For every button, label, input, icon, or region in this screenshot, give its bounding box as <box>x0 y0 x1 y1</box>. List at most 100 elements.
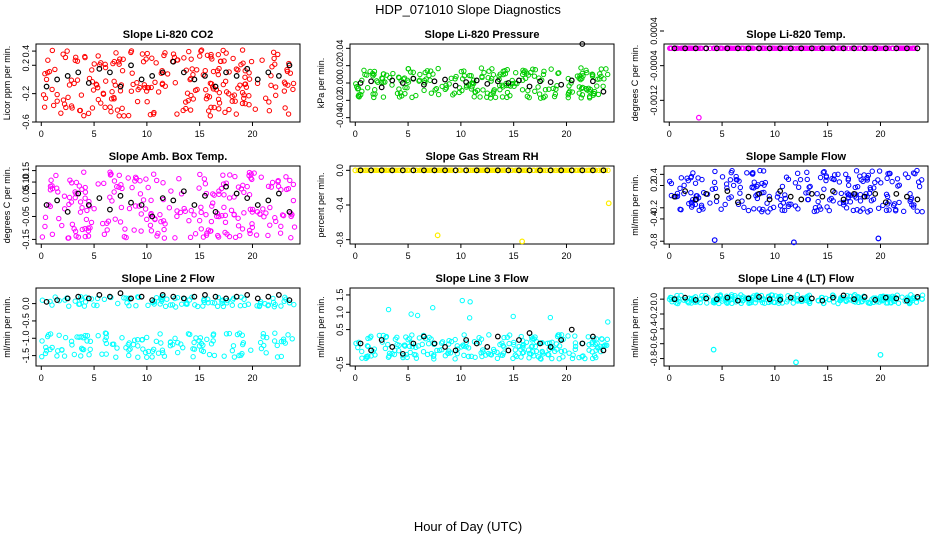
scatter-point <box>864 193 870 200</box>
scatter-point <box>135 294 142 301</box>
x-tick-label: 20 <box>875 129 885 139</box>
y-tick-label: 0.5 <box>335 323 345 336</box>
scatter-point <box>203 96 210 102</box>
scatter-point <box>785 203 792 210</box>
figure-title: HDP_071010 Slope Diagnostics <box>375 2 561 17</box>
scatter-point <box>42 350 49 357</box>
scatter-point <box>277 230 284 236</box>
scatter-point <box>230 55 236 62</box>
y-tick-label: -0.2 <box>649 306 659 322</box>
scatter-point <box>401 75 408 81</box>
scatter-point <box>285 111 292 117</box>
data-point <box>484 167 491 174</box>
scatter-point <box>272 301 278 308</box>
scatter-point <box>494 349 500 355</box>
scatter-point <box>239 100 246 107</box>
scatter-point <box>170 51 177 57</box>
scatter-point <box>494 355 501 362</box>
y-tick-label: 0.04 <box>335 40 345 58</box>
scatter-point <box>488 75 495 82</box>
scatter-point <box>751 179 757 185</box>
data-point <box>830 188 836 194</box>
scatter-point <box>45 332 52 338</box>
scatter-point <box>770 204 777 211</box>
scatter-point <box>677 206 683 212</box>
scatter-point <box>572 343 579 350</box>
scatter-point <box>737 190 743 196</box>
scatter-point <box>405 65 412 72</box>
scatter-point <box>114 345 120 351</box>
scatter-point <box>46 68 53 75</box>
scatter-point <box>134 336 141 343</box>
scatter-point <box>72 194 78 201</box>
data-point <box>107 69 113 76</box>
scatter-point <box>553 86 559 92</box>
scatter-point <box>561 348 568 354</box>
x-tick-label: 20 <box>561 373 571 383</box>
scatter-point <box>385 306 392 313</box>
data-point <box>410 340 417 347</box>
scatter-point <box>188 75 194 82</box>
scatter-point <box>405 336 411 343</box>
scatter-point <box>456 89 462 96</box>
scatter-point <box>126 347 132 353</box>
x-tick-label: 20 <box>247 251 257 261</box>
panel-title: Slope Sample Flow <box>746 151 847 163</box>
scatter-point <box>363 355 369 362</box>
scatter-point <box>598 73 604 80</box>
scatter-point <box>144 98 150 105</box>
scatter-point <box>140 346 146 352</box>
scatter-point <box>161 353 168 359</box>
data-point <box>368 167 375 174</box>
scatter-point <box>231 354 238 360</box>
scatter-point <box>239 226 246 232</box>
data-point <box>819 297 826 304</box>
scatter-point <box>565 94 571 101</box>
data-point <box>170 58 177 65</box>
scatter-point <box>569 355 576 362</box>
data-point <box>735 199 741 206</box>
y-tick-label: 1.5 <box>335 289 345 302</box>
data-point <box>452 167 459 174</box>
scatter-point <box>203 232 210 238</box>
data-point <box>442 344 448 350</box>
y-tick-label: -0.4 <box>335 197 345 213</box>
data-point <box>861 45 868 52</box>
scatter-point <box>111 96 117 102</box>
y-tick-label: -1.0 <box>21 331 31 347</box>
scatter-point <box>465 353 472 360</box>
x-tick-label: 15 <box>509 129 519 139</box>
scatter-point <box>285 186 292 192</box>
scatter-point <box>584 69 590 76</box>
data-point <box>526 330 533 336</box>
scatter-point <box>49 47 56 54</box>
data-point <box>107 293 113 300</box>
scatter-point <box>223 180 229 186</box>
scatter-point <box>143 56 149 62</box>
scatter-point <box>202 67 208 74</box>
scatter-point <box>856 294 862 300</box>
scatter-point <box>817 174 824 181</box>
scatter-point <box>227 172 233 178</box>
scatter-point <box>109 198 115 204</box>
y-axis-label: degrees C per min. <box>630 45 640 122</box>
scatter-point <box>579 92 586 98</box>
y-tick-label: -0.2 <box>21 86 31 102</box>
data-point <box>378 167 385 174</box>
scatter-point <box>161 235 168 241</box>
scatter-point <box>413 355 420 361</box>
scatter-point <box>681 182 687 189</box>
scatter-point <box>844 293 850 299</box>
data-point <box>600 88 607 95</box>
y-tick-label: -0.6 <box>21 114 31 130</box>
scatter-point <box>727 177 734 183</box>
data-point <box>745 193 752 200</box>
scatter-point <box>525 72 532 78</box>
scatter-point <box>82 53 88 60</box>
data-point <box>265 197 272 204</box>
scatter-point <box>820 300 827 307</box>
data-point <box>191 76 198 83</box>
data-point <box>107 206 113 213</box>
y-tick-label: 0.0 <box>649 293 659 306</box>
scatter-point <box>272 61 278 67</box>
